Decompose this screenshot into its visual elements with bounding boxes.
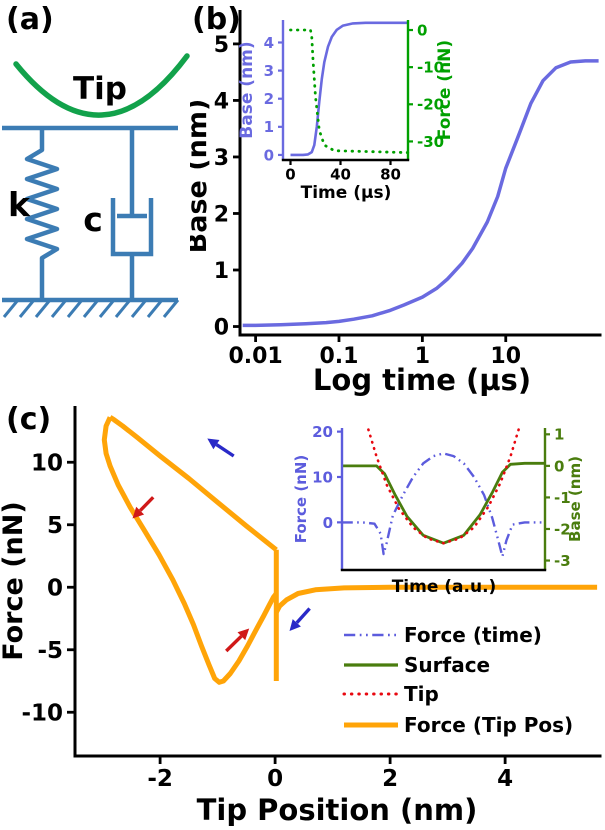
y-tick-label: 3 bbox=[264, 62, 274, 80]
x-tick-label: 40 bbox=[330, 165, 351, 183]
y-tick-label: 0 bbox=[214, 315, 229, 340]
panel-b-label: (b) bbox=[192, 2, 241, 37]
y-tick-label: 0 bbox=[47, 576, 63, 602]
y-tick-label: 20 bbox=[312, 423, 333, 441]
annotation-arrowhead bbox=[237, 628, 250, 641]
y-tick-right-label: 0 bbox=[554, 457, 564, 475]
y-tick-right-label: -10 bbox=[417, 59, 444, 77]
x-tick-label: 80 bbox=[380, 165, 401, 183]
y-tick-right-label: -2 bbox=[554, 520, 571, 538]
series-base bbox=[242, 59, 599, 328]
y-tick-label: 5 bbox=[214, 33, 229, 58]
y-tick-label: 0 bbox=[323, 514, 333, 532]
y-axis-label: Force (nN) bbox=[0, 501, 29, 660]
x-tick-label: 2 bbox=[382, 766, 398, 792]
series-surface bbox=[342, 461, 545, 545]
y-axis-left-label: Base (nm) bbox=[237, 41, 257, 138]
y-tick-right-label: -30 bbox=[417, 133, 444, 151]
series-force bbox=[289, 28, 410, 155]
damper-label: c bbox=[83, 200, 103, 239]
ground-hatching bbox=[2, 299, 180, 318]
x-axis-label: Time (µs) bbox=[301, 183, 392, 203]
annotation-arrow bbox=[295, 607, 311, 624]
x-tick-label: 0 bbox=[267, 766, 283, 792]
x-axis-label: Log time (µs) bbox=[313, 363, 531, 397]
annotation-arrow bbox=[138, 496, 155, 512]
y-tick-label: 2 bbox=[264, 90, 274, 108]
panel-c-label: (c) bbox=[6, 402, 52, 437]
annotation-arrow bbox=[215, 443, 235, 458]
y-tick-label: -5 bbox=[37, 638, 63, 664]
spring-icon bbox=[24, 128, 60, 300]
y-tick-label: 4 bbox=[214, 89, 229, 114]
y-tick-right-label: 0 bbox=[417, 21, 427, 39]
y-axis-left-label: Force (nN) bbox=[292, 455, 310, 544]
x-tick-label: 1 bbox=[415, 344, 430, 369]
x-tick-label: 0 bbox=[285, 165, 295, 183]
y-tick-label: 1 bbox=[264, 118, 274, 136]
series-force-tip-pos- bbox=[108, 415, 278, 552]
legend-label: Surface bbox=[404, 653, 490, 677]
y-tick-label: 4 bbox=[264, 34, 274, 52]
panel-a-label: (a) bbox=[6, 2, 54, 37]
annotation-arrowhead bbox=[289, 619, 301, 631]
annotation-arrow bbox=[225, 634, 243, 653]
tip-label: Tip bbox=[73, 71, 127, 107]
series-force-tip-pos- bbox=[101, 416, 279, 685]
x-tick-label: 0.1 bbox=[319, 344, 358, 369]
legend-label: Force (Tip Pos) bbox=[404, 713, 573, 737]
annotation-arrowhead bbox=[132, 506, 145, 519]
y-tick-label: -10 bbox=[21, 701, 63, 727]
y-tick-label: 1 bbox=[214, 259, 229, 284]
series-tip bbox=[367, 428, 520, 545]
spring-label: k bbox=[8, 185, 31, 224]
annotation-arrowhead bbox=[207, 438, 220, 450]
x-tick-label: 0.01 bbox=[228, 344, 282, 369]
legend-label: Force (time) bbox=[404, 623, 542, 647]
series-force-tip-pos- bbox=[274, 584, 598, 614]
y-axis-right-label: Force (nN) bbox=[435, 40, 455, 140]
y-tick-label: 10 bbox=[31, 451, 63, 477]
x-axis-label: Tip Position (nm) bbox=[197, 793, 478, 827]
y-tick-label: 2 bbox=[214, 202, 229, 227]
tip-curve bbox=[13, 53, 190, 118]
y-axis-right-label: Base (nm) bbox=[566, 456, 584, 542]
y-axis-label: Base (nm) bbox=[190, 99, 213, 254]
y-tick-label: 0 bbox=[264, 146, 274, 164]
x-tick-label: 4 bbox=[497, 766, 513, 792]
legend-label: Tip bbox=[404, 682, 439, 706]
series-force-time- bbox=[342, 452, 545, 558]
y-tick-right-label: 1 bbox=[554, 426, 564, 444]
x-tick-label: 10 bbox=[490, 344, 521, 369]
panel-a-schematic: Tip k c bbox=[2, 53, 190, 318]
x-axis-label: Time (a.u.) bbox=[392, 577, 497, 597]
y-tick-label: 3 bbox=[214, 146, 229, 171]
y-tick-right-label: -3 bbox=[554, 552, 571, 570]
series-base bbox=[290, 21, 408, 157]
y-tick-label: 5 bbox=[47, 513, 63, 539]
y-tick-right-label: -20 bbox=[417, 96, 444, 114]
x-tick-label: -2 bbox=[147, 766, 173, 792]
y-tick-label: 10 bbox=[312, 468, 333, 486]
y-tick-right-label: -1 bbox=[554, 489, 571, 507]
